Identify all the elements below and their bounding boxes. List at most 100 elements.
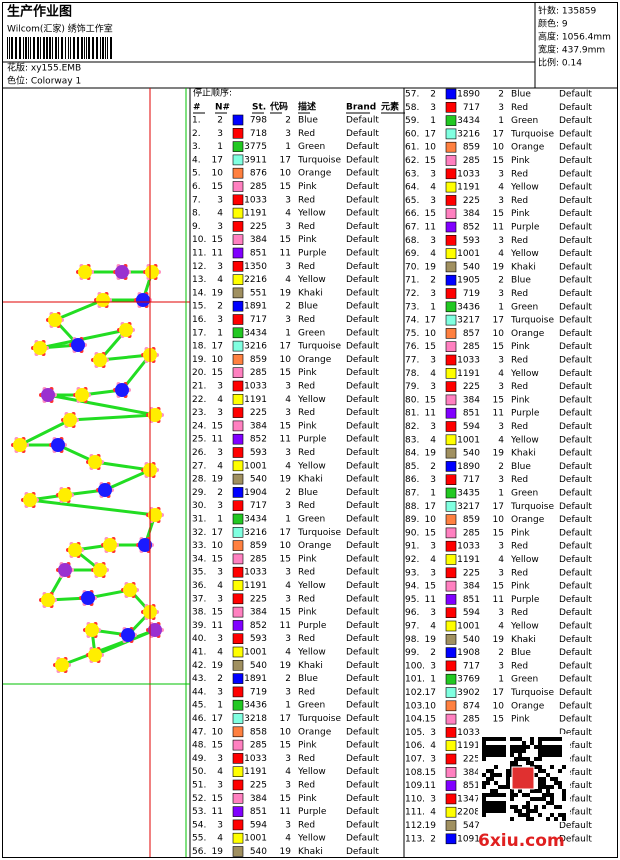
stitches: 1350 bbox=[244, 262, 267, 272]
qr-cell bbox=[546, 801, 550, 805]
color-swatch bbox=[232, 726, 244, 738]
qr-cell bbox=[518, 753, 522, 757]
code: 3 bbox=[285, 634, 291, 644]
qr-cell bbox=[562, 765, 566, 769]
description: Red bbox=[511, 236, 528, 246]
flower bbox=[98, 483, 112, 497]
brand: Default bbox=[346, 435, 379, 445]
stitches: 594 bbox=[463, 608, 480, 618]
description: Red bbox=[298, 820, 315, 830]
row-number: 35. bbox=[192, 568, 206, 578]
stitches: 1033 bbox=[457, 356, 480, 366]
qr-cell bbox=[546, 785, 550, 789]
brand: Default bbox=[559, 209, 592, 219]
row-number: 68. bbox=[405, 236, 419, 246]
description: Red bbox=[298, 262, 315, 272]
qr-cell bbox=[498, 801, 502, 805]
brand: Default bbox=[559, 435, 592, 445]
code: 3 bbox=[285, 568, 291, 578]
color-swatch bbox=[445, 141, 457, 153]
color-swatch bbox=[232, 500, 244, 512]
row-number: 112. bbox=[405, 821, 425, 831]
flower bbox=[81, 591, 95, 605]
brand: Default bbox=[559, 489, 592, 499]
code: 15 bbox=[493, 395, 504, 405]
qr-cell bbox=[538, 749, 542, 753]
row-number: 8. bbox=[192, 209, 201, 219]
row-number: 98. bbox=[405, 635, 419, 645]
color-swatch bbox=[232, 540, 244, 551]
description: Orange bbox=[511, 143, 545, 153]
row-number: 14. bbox=[192, 288, 206, 298]
description: Blue bbox=[298, 116, 318, 126]
description: Red bbox=[298, 448, 315, 458]
qr-cell bbox=[494, 789, 498, 793]
qr-cell bbox=[486, 801, 490, 805]
qr-cell bbox=[494, 753, 498, 757]
color-swatch bbox=[232, 460, 244, 472]
brand: Default bbox=[559, 475, 592, 485]
stitches: 3217 bbox=[457, 316, 480, 326]
description: Yellow bbox=[510, 249, 539, 259]
brand: Default bbox=[346, 741, 379, 751]
code: 1 bbox=[498, 302, 504, 312]
qr-cell bbox=[514, 793, 518, 797]
qr-cell bbox=[538, 737, 542, 741]
description: Green bbox=[511, 489, 538, 499]
color-swatch bbox=[232, 553, 244, 565]
row-number: 85. bbox=[405, 462, 419, 472]
needle: 4 bbox=[430, 555, 436, 565]
qr-cell bbox=[546, 773, 550, 777]
row-number: 95. bbox=[405, 595, 419, 605]
qr-cell bbox=[510, 745, 514, 749]
needle: 19 bbox=[212, 661, 224, 671]
stitches: 1191 bbox=[457, 555, 480, 565]
brand: Default bbox=[346, 701, 379, 711]
row-number: 82. bbox=[405, 422, 419, 432]
code: 15 bbox=[280, 794, 291, 804]
row-number: 70. bbox=[405, 262, 419, 272]
code: 19 bbox=[493, 449, 505, 459]
color-swatch bbox=[445, 647, 457, 658]
description: Pink bbox=[511, 156, 530, 166]
stem bbox=[94, 460, 151, 472]
stitches: 718 bbox=[250, 129, 267, 139]
qr-cell bbox=[498, 737, 502, 741]
brand: Default bbox=[346, 767, 379, 777]
brand: Default bbox=[346, 142, 379, 152]
description: Red bbox=[298, 315, 315, 325]
color-swatch bbox=[232, 354, 244, 365]
qr-cell bbox=[550, 785, 554, 789]
code: 17 bbox=[280, 342, 291, 352]
stitches: 384 bbox=[463, 395, 480, 405]
brand: Default bbox=[346, 541, 379, 551]
qr-cell bbox=[482, 737, 486, 741]
brand: Default bbox=[559, 329, 592, 339]
code: 15 bbox=[493, 528, 504, 538]
bar-stripe bbox=[55, 37, 57, 59]
row-number: 51. bbox=[192, 781, 206, 791]
code: 3 bbox=[285, 501, 291, 511]
qr-cell bbox=[514, 809, 518, 813]
row-number: 47. bbox=[192, 727, 206, 737]
needle: 4 bbox=[430, 435, 436, 445]
color-swatch bbox=[445, 713, 457, 725]
qr-cell bbox=[538, 753, 542, 757]
code: 17 bbox=[493, 316, 504, 326]
needle: 3 bbox=[217, 448, 223, 458]
row-number: 5. bbox=[192, 169, 201, 179]
brand: Default bbox=[559, 409, 592, 419]
qr-cell bbox=[550, 753, 554, 757]
code: 19 bbox=[280, 475, 292, 485]
stitches: 1890 bbox=[457, 90, 480, 100]
flower bbox=[103, 538, 117, 552]
color-swatch bbox=[445, 487, 457, 499]
code: 4 bbox=[285, 834, 291, 844]
needle: 17 bbox=[425, 502, 436, 512]
color-swatch bbox=[445, 221, 457, 233]
flower bbox=[68, 543, 82, 557]
qr-cell bbox=[518, 757, 522, 761]
color-swatch bbox=[232, 792, 244, 804]
needle: 15 bbox=[212, 554, 223, 564]
description: Red bbox=[511, 289, 528, 299]
